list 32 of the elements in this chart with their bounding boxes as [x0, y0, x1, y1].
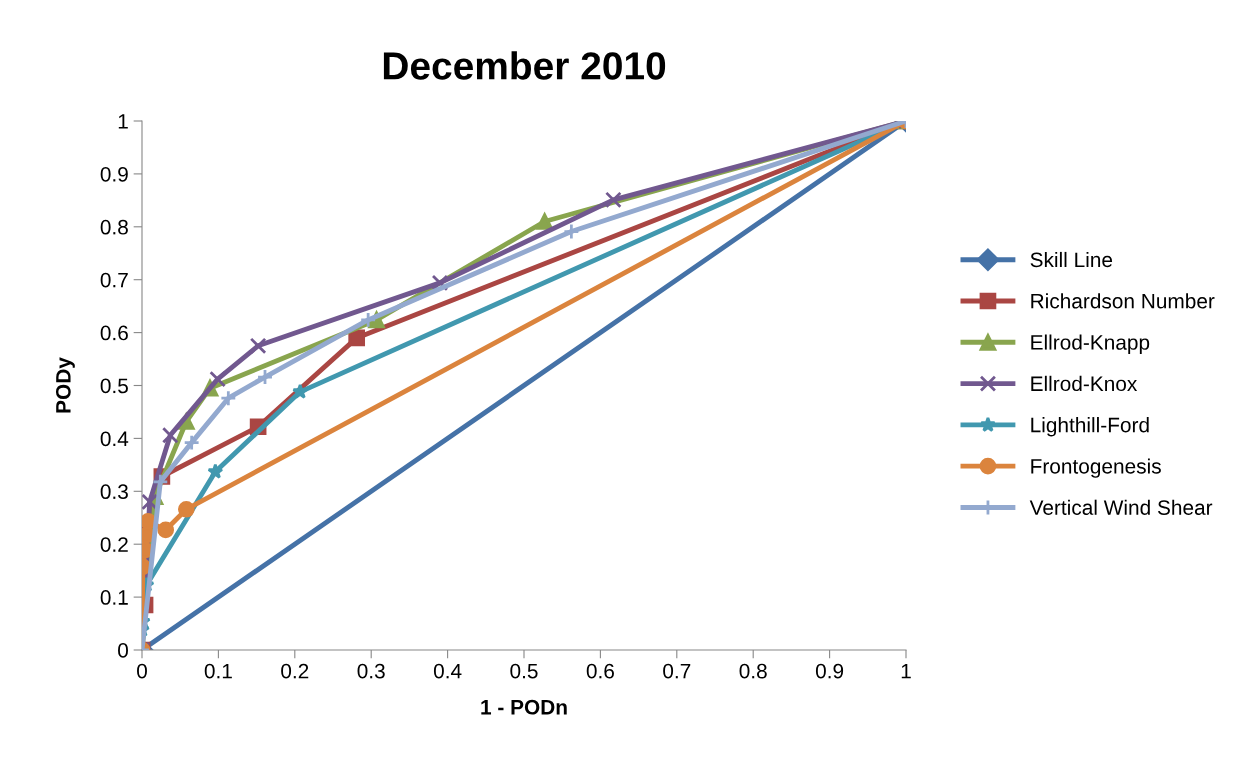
- y-tick-label: 0.2: [100, 537, 128, 552]
- y-tick-label: 0.4: [100, 431, 129, 447]
- chart-title: December 2010: [383, 51, 666, 80]
- y-tick-label: 0.3: [100, 484, 128, 500]
- x-tick-label: 0.1: [204, 663, 232, 679]
- legend-label: Ellrod-Knox: [1031, 375, 1138, 392]
- y-axis-title: PODy: [55, 357, 75, 413]
- x-tick-label: 0.8: [739, 663, 767, 679]
- x-tick-label: 0.4: [433, 663, 462, 679]
- x-tick-label: 0.9: [815, 663, 844, 679]
- x-tick-label: 0: [137, 663, 147, 679]
- legend-label: Frontogenesis: [1031, 458, 1161, 478]
- x-tick-label: 0.3: [357, 663, 385, 679]
- legend-label: Lighthill-Ford: [1031, 417, 1149, 437]
- x-tick-label: 0.7: [663, 663, 691, 679]
- y-tick-label: 0.1: [100, 590, 128, 605]
- x-tick-label: 0.2: [281, 663, 309, 679]
- y-tick-label: 0.7: [100, 272, 128, 288]
- y-tick-label: 0.8: [100, 219, 128, 235]
- x-tick-label: 1: [901, 663, 911, 679]
- legend-label: Skill Line: [1030, 251, 1113, 268]
- x-tick-label: 0.6: [586, 663, 614, 679]
- y-tick-label: 1: [118, 114, 128, 129]
- legend-label: Ellrod-Knapp: [1031, 334, 1150, 354]
- y-tick-label: 0.9: [100, 166, 128, 182]
- legend-label: Richardson Number: [1031, 293, 1215, 309]
- y-tick-label: 0: [118, 643, 128, 658]
- legend-label: Vertical Wind Shear: [1029, 499, 1213, 515]
- x-tick-label: 0.5: [510, 663, 538, 679]
- y-tick-label: 0.5: [100, 378, 128, 394]
- x-axis-title: 1 - PODn: [481, 699, 567, 715]
- y-tick-label: 0.6: [100, 325, 128, 341]
